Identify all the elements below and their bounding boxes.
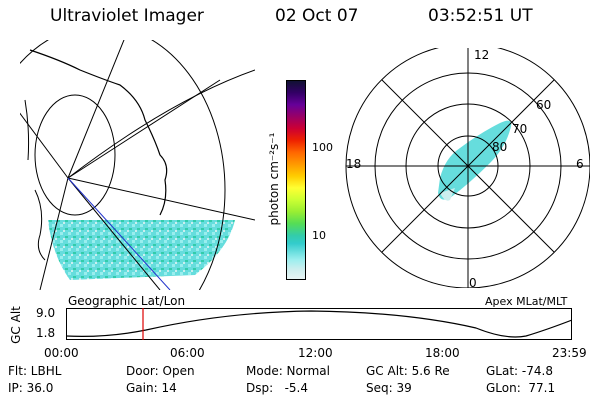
orbit-xtick-1200: 12:00 [298, 346, 333, 360]
param-gain: Gain: 14 [126, 381, 177, 395]
orbit-ytick-low: 1.8 [36, 326, 56, 340]
orbit-ylabel: GC Alt [9, 306, 23, 344]
polar-caption: Apex MLat/MLT [485, 295, 568, 308]
orbit-altitude-plot [66, 308, 572, 340]
orbit-xtick-0600: 06:00 [170, 346, 205, 360]
mlat-label-60: 60 [536, 98, 552, 112]
colorbar [286, 80, 306, 280]
mlt-label-12: 12 [474, 48, 490, 62]
param-filter: Flt: LBHL [8, 364, 62, 378]
colorbar-tick-100: 100 [312, 141, 333, 154]
polar-mlt-plot [345, 48, 590, 288]
colorbar-unit-label: photon cm⁻²s⁻¹ [267, 132, 281, 226]
geographic-map [20, 40, 255, 290]
instrument-title: Ultraviolet Imager [50, 6, 204, 26]
mlat-label-80: 80 [492, 140, 508, 154]
param-glon: GLon: 77.1 [486, 381, 556, 395]
observation-date: 02 Oct 07 [275, 6, 359, 26]
param-seq: Seq: 39 [366, 381, 412, 395]
observation-time: 03:52:51 UT [428, 6, 533, 26]
orbit-xtick-2359: 23:59 [552, 346, 587, 360]
colorbar-tick-10: 10 [312, 229, 326, 242]
orbit-xtick-1800: 18:00 [425, 346, 460, 360]
mlt-label-0: 0 [469, 276, 477, 290]
geo-caption: Geographic Lat/Lon [68, 294, 186, 308]
param-glat: GLat: -74.8 [486, 364, 553, 378]
mlt-label-6: 6 [576, 157, 584, 171]
aurora-emission-geo [48, 220, 235, 280]
orbit-xtick-0000: 00:00 [44, 346, 79, 360]
param-gc-alt: GC Alt: 5.6 Re [366, 364, 450, 378]
param-ip: IP: 36.0 [8, 381, 54, 395]
orbit-ytick-high: 9.0 [36, 306, 56, 320]
orbit-altitude-curve [66, 310, 572, 338]
param-dsp: Dsp: -5.4 [246, 381, 309, 395]
mlat-label-70: 70 [512, 122, 528, 136]
mlt-label-18: 18 [346, 157, 362, 171]
param-door: Door: Open [126, 364, 195, 378]
aurora-emission-polar [438, 120, 512, 200]
param-mode: Mode: Normal [246, 364, 330, 378]
